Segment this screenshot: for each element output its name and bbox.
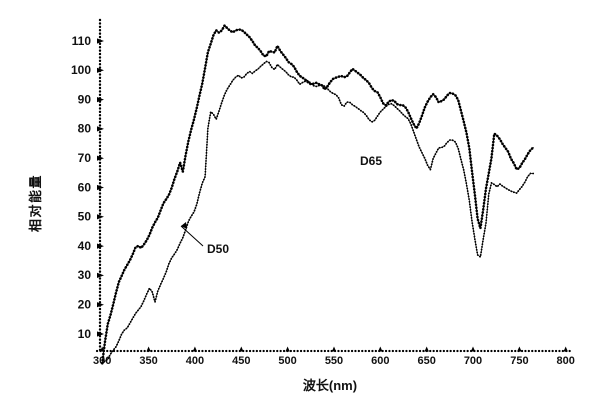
svg-text:800: 800 xyxy=(557,355,575,367)
svg-text:350: 350 xyxy=(139,355,157,367)
svg-text:700: 700 xyxy=(464,355,482,367)
svg-text:60: 60 xyxy=(78,180,92,194)
svg-text:30: 30 xyxy=(78,268,92,282)
svg-text:600: 600 xyxy=(371,355,389,367)
svg-text:550: 550 xyxy=(325,355,343,367)
svg-text:50: 50 xyxy=(78,210,92,224)
svg-text:相对能量: 相对能量 xyxy=(28,174,43,232)
svg-text:400: 400 xyxy=(186,355,204,367)
svg-text:80: 80 xyxy=(78,122,92,136)
svg-text:波长(nm): 波长(nm) xyxy=(303,378,357,393)
svg-text:90: 90 xyxy=(78,92,92,106)
svg-text:D50: D50 xyxy=(207,242,229,256)
svg-text:40: 40 xyxy=(78,239,92,253)
svg-text:10: 10 xyxy=(78,327,92,341)
svg-text:750: 750 xyxy=(510,355,528,367)
svg-text:500: 500 xyxy=(278,355,296,367)
svg-text:650: 650 xyxy=(418,355,436,367)
svg-text:70: 70 xyxy=(78,151,92,165)
svg-text:D65: D65 xyxy=(360,154,382,168)
svg-text:110: 110 xyxy=(72,34,92,48)
svg-text:100: 100 xyxy=(71,63,91,77)
svg-text:450: 450 xyxy=(232,355,250,367)
svg-text:20: 20 xyxy=(78,298,92,312)
